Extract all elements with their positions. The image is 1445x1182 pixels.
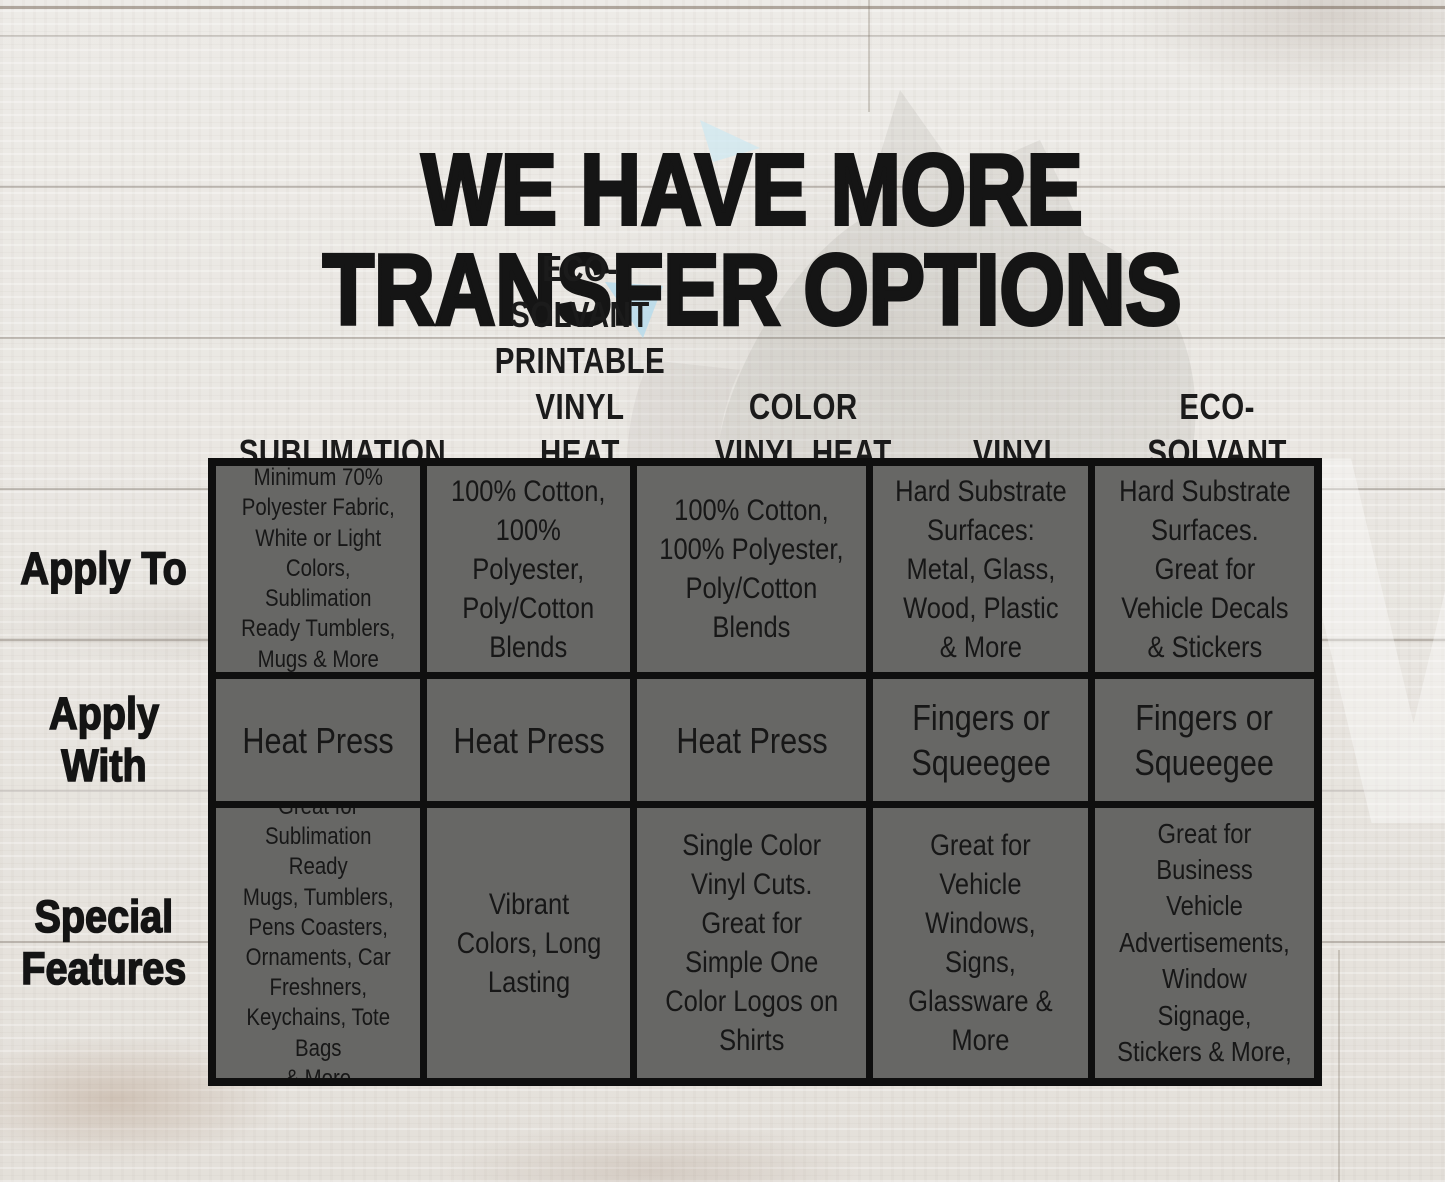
table-cell-apply-to-color-vinyl: 100% Cotton, 100% Polyester, Poly/Cotton… (636, 466, 867, 672)
table-cell-special-features-vinyl-decals: Great for Vehicle Windows, Signs, Glassw… (873, 808, 1089, 1078)
table-cell-special-features-eco-solvant-printable: Vibrant Colors, Long Lasting (427, 808, 630, 1078)
table-cell-apply-to-vinyl-decals: Hard Substrate Surfaces: Metal, Glass, W… (873, 466, 1089, 672)
plank-seam-line (0, 6, 1445, 9)
row-label-apply-with: Apply With (48, 687, 159, 791)
table-cell-apply-to-sublimation: Minimum 70% Polyester Fabric, White or L… (216, 466, 421, 672)
plank-vertical-seam (868, 0, 870, 112)
transfer-options-table: Minimum 70% Polyester Fabric, White or L… (208, 458, 1322, 1086)
page-title: WE HAVE MORE TRANSFER OPTIONS (60, 40, 1445, 346)
page-title-text: WE HAVE MORE TRANSFER OPTIONS (321, 134, 1183, 346)
table-cell-apply-to-eco-solvant-decals: Hard Substrate Surfaces. Great for Vehic… (1095, 466, 1314, 672)
table-cell-apply-with-color-vinyl: Heat Press (636, 679, 867, 801)
table-cell-special-features-eco-solvant-decals: Great for Business Vehicle Advertisement… (1095, 808, 1314, 1078)
table-cell-apply-with-sublimation: Heat Press (216, 679, 421, 801)
row-label-apply-to: Apply To (20, 542, 188, 595)
table-cell-apply-with-eco-solvant-decals: Fingers or Squeegee (1095, 679, 1314, 801)
plank-vertical-seam (1338, 950, 1340, 1182)
table-cell-apply-to-eco-solvant-printable: 100% Cotton, 100% Polyester, Poly/Cotton… (427, 466, 630, 672)
table-cell-special-features-sublimation: Great for Sublimation Ready Mugs, Tumble… (216, 808, 421, 1078)
row-label-special-features: Special Features (21, 890, 187, 994)
table-cell-apply-with-vinyl-decals: Fingers or Squeegee (873, 679, 1089, 801)
table-cell-special-features-color-vinyl: Single Color Vinyl Cuts. Great for Simpl… (636, 808, 867, 1078)
column-headers: SUBLIMATION TRANSFER ECO-SOLVANT PRINTAB… (216, 246, 1314, 519)
table-cell-apply-with-eco-solvant-printable: Heat Press (427, 679, 630, 801)
row-labels: Apply To Apply With Special Features (0, 466, 208, 1078)
